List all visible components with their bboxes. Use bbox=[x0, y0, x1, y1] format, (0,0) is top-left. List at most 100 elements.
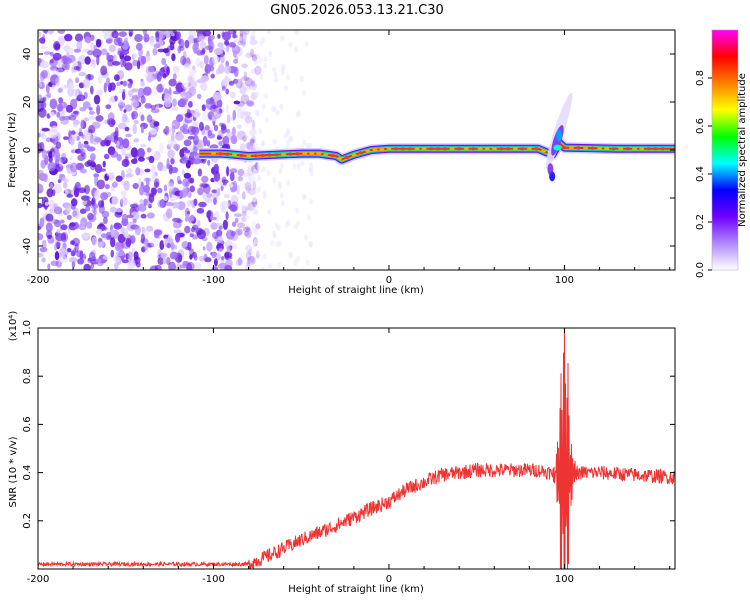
noise-haze bbox=[272, 66, 276, 73]
noise-blob bbox=[161, 165, 167, 172]
noise-blob bbox=[59, 35, 65, 46]
noise-blob bbox=[248, 162, 254, 167]
noise-blob bbox=[199, 182, 209, 189]
noise-blob bbox=[100, 140, 106, 147]
noise-blob bbox=[222, 31, 232, 41]
noise-blob bbox=[152, 48, 158, 56]
noise-blob bbox=[60, 117, 69, 125]
ridge-speckle bbox=[267, 153, 273, 157]
noise-blob bbox=[147, 66, 155, 73]
noise-blob bbox=[133, 119, 139, 125]
noise-blob bbox=[106, 118, 111, 125]
noise-blob bbox=[83, 263, 91, 270]
noise-blob bbox=[130, 100, 139, 108]
noise-blob bbox=[38, 132, 41, 138]
noise-blob bbox=[149, 128, 157, 135]
noise-blob bbox=[125, 173, 134, 178]
noise-blob bbox=[171, 125, 175, 135]
noise-blob bbox=[153, 229, 163, 236]
noise-blob bbox=[219, 122, 224, 127]
noise-blob bbox=[244, 228, 252, 239]
noise-blob bbox=[176, 262, 182, 270]
noise-blob bbox=[41, 150, 47, 160]
noise-blob bbox=[90, 153, 96, 161]
noise-haze bbox=[254, 229, 258, 236]
noise-blob bbox=[240, 111, 246, 120]
noise-blob bbox=[116, 140, 120, 149]
noise-blob bbox=[245, 101, 254, 107]
noise-blob bbox=[157, 161, 164, 171]
ridge-speckle bbox=[414, 147, 420, 151]
noise-blob bbox=[177, 37, 182, 45]
ridge-speckle bbox=[288, 152, 294, 156]
noise-haze bbox=[299, 75, 304, 82]
noise-blob bbox=[128, 31, 133, 37]
noise-blob bbox=[133, 251, 139, 260]
noise-blob bbox=[175, 133, 184, 141]
noise-blob bbox=[90, 42, 95, 51]
noise-blob bbox=[187, 241, 192, 251]
noise-blob bbox=[98, 238, 103, 242]
noise-blob bbox=[59, 247, 66, 258]
noise-blob bbox=[151, 173, 157, 183]
noise-blob bbox=[126, 214, 134, 219]
noise-blob bbox=[175, 82, 184, 93]
noise-blob bbox=[69, 134, 75, 145]
noise-blob bbox=[146, 114, 153, 123]
noise-blob bbox=[38, 107, 47, 118]
ridge-speckle bbox=[611, 147, 617, 151]
noise-blob bbox=[237, 168, 245, 177]
noise-blob bbox=[184, 112, 193, 118]
noise-blob bbox=[181, 94, 187, 99]
noise-blob bbox=[214, 222, 223, 227]
noise-blob bbox=[169, 251, 179, 260]
chart-title: GN05.2026.053.13.21.C30 bbox=[270, 3, 444, 18]
noise-blob bbox=[45, 83, 50, 94]
noise-blob bbox=[210, 73, 215, 79]
noise-blob bbox=[197, 168, 203, 177]
noise-blob bbox=[232, 243, 238, 249]
noise-blob bbox=[98, 73, 103, 84]
noise-haze bbox=[286, 179, 291, 186]
noise-blob bbox=[38, 202, 43, 209]
noise-blob bbox=[216, 98, 223, 110]
noise-blob bbox=[108, 44, 117, 53]
noise-blob bbox=[179, 148, 185, 158]
noise-blob bbox=[228, 183, 234, 188]
noise-blob bbox=[75, 148, 82, 154]
noise-blob bbox=[180, 55, 187, 66]
noise-blob bbox=[41, 257, 46, 263]
colorbar-tick-label: 0.2 bbox=[695, 214, 706, 230]
noise-blob bbox=[49, 148, 55, 153]
noise-haze bbox=[295, 207, 300, 214]
ridge-speckle bbox=[379, 147, 385, 151]
noise-haze bbox=[260, 266, 265, 270]
noise-blob bbox=[193, 134, 199, 145]
noise-blob bbox=[249, 255, 255, 263]
noise-blob bbox=[166, 66, 170, 76]
noise-blob bbox=[83, 117, 90, 122]
noise-blob bbox=[202, 192, 207, 200]
noise-blob bbox=[110, 249, 115, 258]
noise-blob bbox=[69, 155, 73, 161]
noise-blob bbox=[183, 63, 191, 69]
noise-blob bbox=[130, 211, 140, 221]
noise-haze bbox=[280, 69, 285, 76]
noise-blob bbox=[237, 81, 245, 86]
ridge-speckle bbox=[253, 154, 259, 158]
noise-blob bbox=[66, 214, 72, 220]
noise-haze bbox=[252, 128, 257, 135]
noise-blob bbox=[135, 167, 141, 176]
noise-haze bbox=[263, 62, 268, 69]
noise-blob bbox=[74, 61, 78, 68]
noise-blob bbox=[71, 261, 76, 268]
noise-blob bbox=[225, 46, 229, 52]
noise-blob bbox=[164, 126, 172, 133]
noise-blob bbox=[101, 210, 110, 218]
noise-blob bbox=[240, 76, 250, 81]
noise-blob bbox=[89, 251, 96, 261]
noise-haze bbox=[266, 30, 271, 35]
noise-blob bbox=[143, 243, 149, 251]
noise-blob bbox=[61, 176, 67, 182]
